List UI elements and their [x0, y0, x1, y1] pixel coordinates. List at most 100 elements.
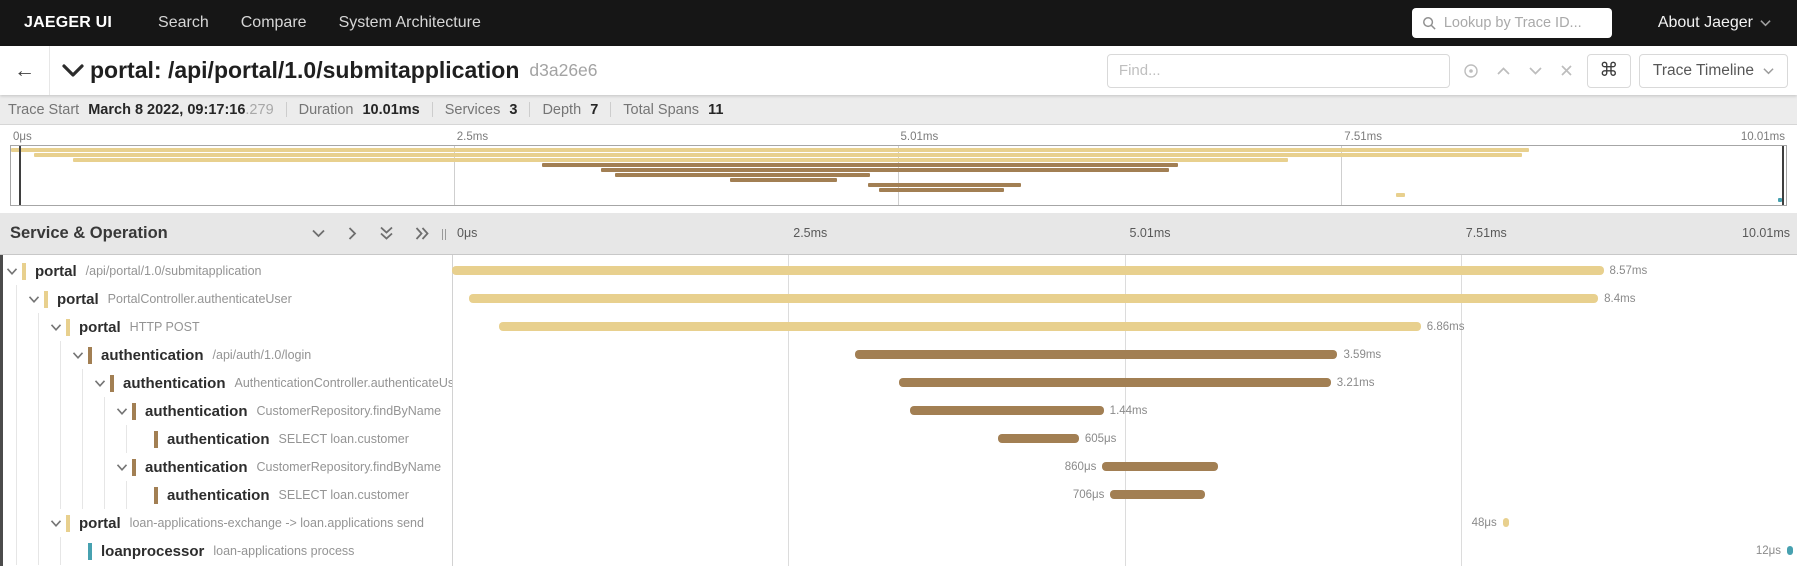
minimap-span-bar [614, 173, 871, 177]
span-bar[interactable] [855, 350, 1338, 359]
span-tree-cell: authentication CustomerRepository.findByN… [3, 453, 452, 481]
minimap-span-bar [34, 153, 1522, 157]
span-bar[interactable] [899, 378, 1331, 387]
span-row[interactable]: portal HTTP POST 6.86ms [3, 313, 1797, 341]
clear-search-close-icon[interactable] [1560, 64, 1573, 77]
operation-name: SELECT loan.customer [278, 488, 409, 502]
span-timeline-cell[interactable]: 3.21ms [452, 369, 1797, 397]
minimap-span-bar [868, 183, 1021, 187]
nav-item-search[interactable]: Search [158, 14, 209, 31]
span-timeline-cell[interactable]: 12μs [452, 537, 1797, 565]
span-collapse-chevron-icon[interactable] [25, 295, 43, 304]
span-bar[interactable] [469, 294, 1599, 303]
operation-name: loan-applications process [213, 544, 355, 558]
about-jaeger-menu[interactable]: About Jaeger [1658, 14, 1771, 32]
indent-guide [3, 397, 25, 425]
expand-one-chevron-right-icon[interactable] [347, 226, 358, 241]
span-bar[interactable] [1102, 462, 1218, 471]
span-bar[interactable] [452, 266, 1604, 275]
span-row[interactable]: authentication AuthenticationController.a… [3, 369, 1797, 397]
span-rows-viewport: portal/api/portal/1.0/submitapplication 8… [0, 255, 1797, 566]
collapse-all-double-chevron-down-icon[interactable] [379, 226, 394, 241]
minimap-left-scrubber[interactable] [19, 146, 21, 205]
keyboard-shortcuts-button[interactable]: ⌘ [1586, 53, 1631, 88]
span-row[interactable]: authentication CustomerRepository.findByN… [3, 453, 1797, 481]
span-collapse-chevron-icon[interactable] [3, 267, 21, 276]
span-collapse-chevron-icon[interactable] [113, 463, 131, 472]
span-bar[interactable] [1787, 546, 1793, 555]
minimap-tick-label: 10.01ms [1740, 131, 1785, 143]
span-bar[interactable] [997, 434, 1079, 443]
timeline-gridline [1124, 255, 1126, 566]
indent-guide [3, 341, 25, 369]
minimap-span-bar [542, 163, 1179, 167]
minimap-right-scrubber[interactable] [1782, 146, 1784, 205]
stat-divider [285, 102, 287, 117]
indent-guide [25, 369, 47, 397]
span-collapse-chevron-icon[interactable] [47, 519, 65, 528]
tree-controls [311, 226, 452, 241]
span-row[interactable]: portal/api/portal/1.0/submitapplication 8… [3, 257, 1797, 285]
operation-name: SELECT loan.customer [278, 432, 409, 446]
collapse-one-chevron-down-icon[interactable] [311, 228, 326, 239]
trace-id-lookup-input[interactable]: Lookup by Trace ID... [1411, 8, 1612, 38]
trace-stat: Duration 10.01ms [298, 101, 420, 118]
span-collapse-chevron-icon[interactable] [91, 379, 109, 388]
indent-guide [3, 425, 25, 453]
indent-guide [3, 509, 25, 537]
trace-minimap[interactable] [10, 145, 1787, 206]
operation-name: HTTP POST [129, 320, 200, 334]
operation-name: CustomerRepository.findByName [256, 404, 442, 418]
span-timeline-cell[interactable]: 6.86ms [452, 313, 1797, 341]
indent-guide [25, 313, 47, 341]
span-timeline-cell[interactable]: 1.44ms [452, 397, 1797, 425]
nav-item-compare[interactable]: Compare [240, 14, 307, 31]
trace-view-selector[interactable]: Trace Timeline [1638, 53, 1788, 88]
span-timeline-cell[interactable]: 8.4ms [452, 285, 1797, 313]
span-bar[interactable] [1110, 490, 1206, 499]
span-row[interactable]: portal PortalController.authenticateUser 8… [3, 285, 1797, 313]
find-input[interactable]: Find... [1106, 53, 1450, 88]
indent-guide [47, 453, 69, 481]
expand-all-double-chevron-right-icon[interactable] [415, 226, 430, 241]
span-bar[interactable] [910, 406, 1104, 415]
span-timeline-cell[interactable]: 706μs [452, 481, 1797, 509]
span-duration-label: 605μs [1084, 433, 1117, 445]
trace-collapse-chevron-icon[interactable] [60, 62, 86, 80]
indent-guide [3, 313, 25, 341]
span-timeline-cell[interactable]: 8.57ms [452, 257, 1797, 285]
trace-title[interactable]: portal: /api/portal/1.0/submitapplicatio… [90, 57, 520, 83]
nav-item-system-architecture[interactable]: System Architecture [338, 14, 481, 31]
span-collapse-chevron-icon[interactable] [47, 323, 65, 332]
span-bar[interactable] [1502, 518, 1510, 527]
span-timeline-cell[interactable]: 605μs [452, 425, 1797, 453]
trace-view-selector-label: Trace Timeline [1652, 61, 1754, 79]
span-timeline-cell[interactable]: 3.59ms [452, 341, 1797, 369]
span-row[interactable]: authentication/api/auth/1.0/login 3.59ms [3, 341, 1797, 369]
next-match-chevron-down-icon[interactable] [1528, 66, 1543, 76]
timeline-tick-label: 7.51ms [1465, 226, 1507, 240]
span-collapse-chevron-icon[interactable] [69, 351, 87, 360]
service-color-accent [88, 346, 92, 364]
span-row[interactable]: authentication SELECT loan.customer 706μs [3, 481, 1797, 509]
span-row[interactable]: portal loan-applications-exchange -> loan… [3, 509, 1797, 537]
indent-guide [25, 453, 47, 481]
focus-match-icon[interactable] [1463, 63, 1479, 79]
back-button[interactable]: ← [0, 46, 50, 95]
prev-match-chevron-up-icon[interactable] [1496, 66, 1511, 76]
span-row[interactable]: authentication SELECT loan.customer 605μs [3, 425, 1797, 453]
span-row[interactable]: authentication CustomerRepository.findByN… [3, 397, 1797, 425]
column-resize-grip[interactable] [442, 229, 446, 240]
span-bar[interactable] [499, 322, 1421, 331]
span-duration-label: 1.44ms [1109, 405, 1148, 417]
service-name: authentication [123, 374, 226, 392]
span-timeline-cell[interactable]: 860μs [452, 453, 1797, 481]
app-brand[interactable]: JAEGER UI [24, 14, 113, 31]
indent-guide [69, 369, 91, 397]
span-row[interactable]: loanprocessor loan-applications process 12… [3, 537, 1797, 565]
service-name: portal [35, 262, 77, 280]
span-collapse-chevron-icon[interactable] [113, 407, 131, 416]
minimap-span-bar [730, 178, 838, 182]
span-timeline-cell[interactable]: 48μs [452, 509, 1797, 537]
